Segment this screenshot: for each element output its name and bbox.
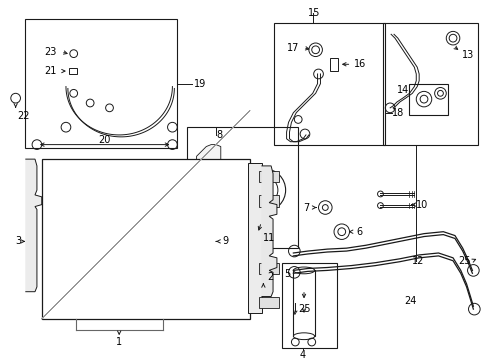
Bar [247,163,262,313]
Text: 17: 17 [286,43,298,53]
Text: 15: 15 [307,8,320,18]
Bar [259,171,278,183]
Text: 4: 4 [299,350,305,360]
Text: 1: 1 [116,337,122,347]
Text: 19: 19 [193,78,205,89]
Bar [329,58,337,71]
Text: 21: 21 [44,66,57,76]
Ellipse shape [293,333,314,339]
Text: 2: 2 [267,272,273,282]
Text: 11: 11 [263,233,275,243]
Bar [281,263,336,348]
Bar [259,195,278,207]
Text: 7: 7 [303,203,309,212]
Bar [25,19,177,148]
Text: 16: 16 [354,59,366,69]
Ellipse shape [293,267,314,274]
Text: 25: 25 [457,256,469,266]
Text: 23: 23 [44,47,57,57]
Text: 24: 24 [404,296,416,306]
Text: 20: 20 [98,135,111,145]
Text: 10: 10 [415,199,427,210]
Bar [408,84,447,114]
Bar [383,23,477,145]
Text: 5: 5 [283,269,289,279]
Text: 18: 18 [391,108,404,118]
Text: 13: 13 [461,50,473,60]
Text: 25: 25 [298,304,310,314]
Text: 14: 14 [396,85,408,95]
Text: 22: 22 [18,111,30,121]
Text: 12: 12 [411,256,424,266]
Text: 3: 3 [16,237,22,246]
Polygon shape [196,145,221,216]
Text: 9: 9 [222,237,228,246]
Polygon shape [25,159,41,292]
Text: 8: 8 [216,130,222,140]
Text: 6: 6 [356,227,362,237]
Polygon shape [261,166,276,297]
Bar [41,159,249,319]
Bar [69,68,77,74]
Bar [186,127,298,248]
Bar [293,270,314,336]
Bar [259,297,278,308]
Bar [259,263,278,274]
Bar [273,23,385,145]
